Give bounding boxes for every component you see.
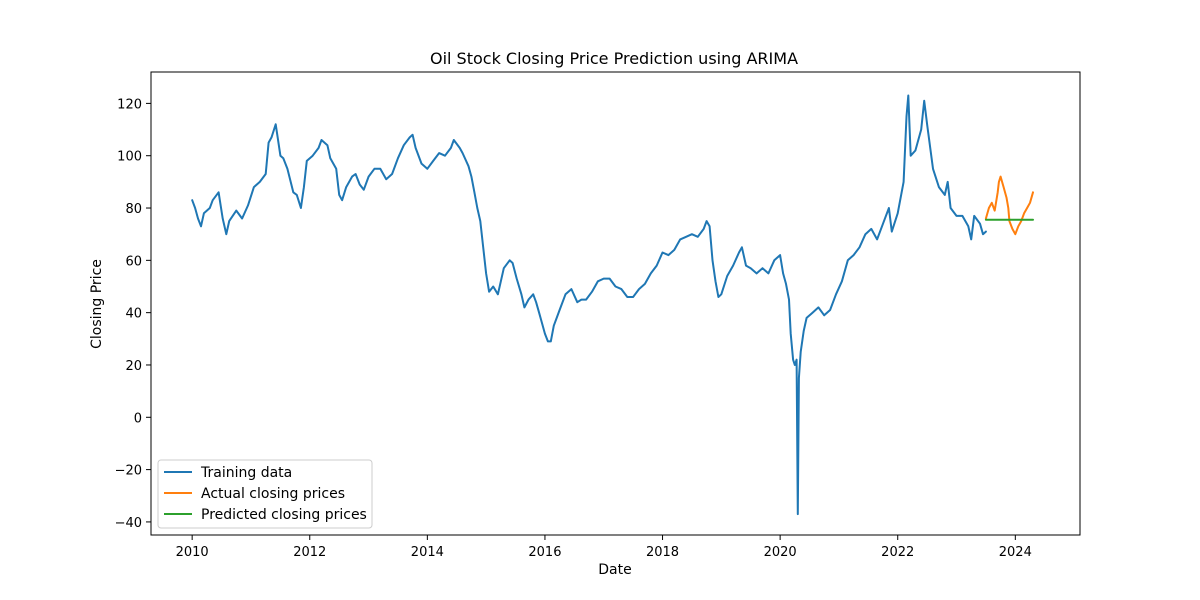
series-line-0 <box>191 94 987 516</box>
y-tick-label: 100 <box>117 150 142 165</box>
x-tick-label: 2020 <box>764 545 797 560</box>
legend-box <box>157 459 373 529</box>
y-axis: 120 100 80 60 40 20 0 −20 −40 <box>115 97 151 531</box>
y-tick-label: 80 <box>125 202 142 217</box>
legend: Training data Actual closing prices Predic… <box>157 459 373 529</box>
x-tick-label: 2024 <box>999 545 1032 560</box>
y-axis-title: Closing Price <box>89 259 105 349</box>
chart-title: Oil Stock Closing Price Prediction using… <box>430 49 798 68</box>
y-tick-label: 120 <box>117 97 142 112</box>
plot-area <box>191 94 1034 516</box>
plot-frame <box>150 71 1081 536</box>
y-tick-label: −40 <box>115 516 142 531</box>
y-tick-label: 60 <box>125 254 142 269</box>
legend-label-1: Actual closing prices <box>201 486 345 502</box>
y-tick-label: 0 <box>134 411 142 426</box>
x-tick-label: 2018 <box>646 545 679 560</box>
x-axis: 2010 2012 2014 2016 2018 2020 2022 2024 <box>176 535 1032 560</box>
x-tick-label: 2012 <box>293 545 326 560</box>
y-tick-label: 20 <box>125 359 142 374</box>
legend-label-2: Predicted closing prices <box>201 507 367 523</box>
legend-label-0: Training data <box>200 465 292 481</box>
series-line-1 <box>984 175 1034 236</box>
x-tick-label: 2022 <box>881 545 914 560</box>
x-axis-title: Date <box>598 562 631 578</box>
x-tick-label: 2010 <box>176 545 209 560</box>
y-tick-label: −20 <box>115 464 142 479</box>
x-tick-label: 2014 <box>411 545 444 560</box>
y-tick-label: 40 <box>125 307 142 322</box>
x-tick-label: 2016 <box>528 545 561 560</box>
